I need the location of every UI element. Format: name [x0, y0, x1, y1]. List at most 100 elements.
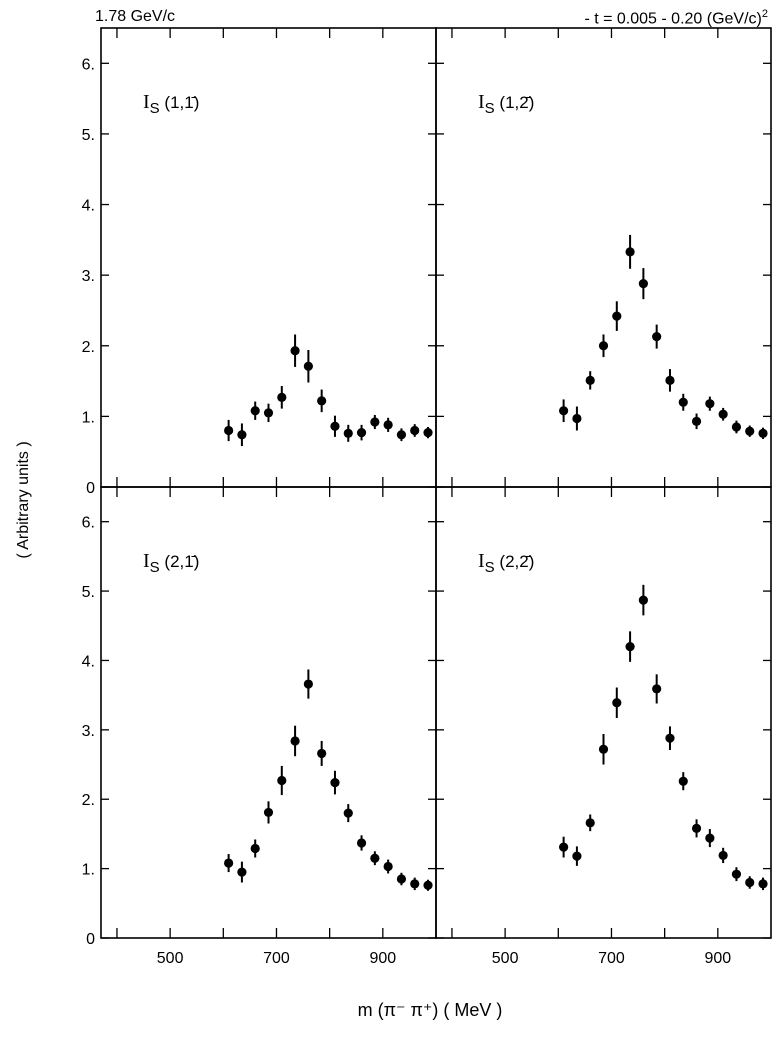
- data-point: [317, 748, 327, 759]
- data-point: [731, 422, 742, 432]
- data-point: [718, 409, 728, 419]
- data-point: [691, 416, 702, 426]
- y-tick-label: 1.: [82, 409, 95, 426]
- data-point: [758, 428, 768, 438]
- panel-label-subscript: S: [485, 100, 495, 117]
- x-axis-label: m (π⁻ π⁺) ( MeV ): [357, 1000, 503, 1020]
- data-point: [263, 408, 274, 418]
- data-point: [237, 430, 247, 440]
- data-point: [705, 399, 715, 409]
- data-point: [396, 874, 407, 884]
- data-point: [343, 428, 353, 438]
- panel-label-main: I: [143, 91, 150, 113]
- data-point: [559, 406, 569, 416]
- y-tick-label: 2.: [82, 792, 95, 809]
- y-tick-label: 4.: [82, 653, 95, 670]
- data-point: [598, 744, 609, 754]
- data-point: [612, 698, 622, 708]
- data-point: [263, 807, 274, 818]
- y-tick-label: 5.: [82, 127, 95, 144]
- y-tick-label: 0: [86, 931, 95, 948]
- data-point: [317, 396, 327, 406]
- panel-label-index: (2,2̄): [495, 552, 535, 571]
- panel-3: 0 1. 2. 3. 4. 5. 6. 500 700 900 IS (2,1̄): [82, 486, 437, 967]
- data-point: [224, 858, 234, 868]
- panel-4: 500 700 900 IS (2,2̄): [435, 486, 772, 967]
- t-range-label: - t = 0.005 - 0.20 (GeV/c)2: [584, 8, 768, 28]
- data-point: [559, 842, 569, 852]
- data-point: [678, 397, 688, 407]
- data-point: [691, 823, 702, 833]
- data-point: [224, 425, 234, 436]
- data-point: [330, 421, 340, 431]
- data-point: [250, 843, 260, 854]
- t-range-exponent: 2: [761, 8, 768, 20]
- data-point: [598, 341, 609, 351]
- beam-momentum-label: 1.78 GeV/c: [95, 8, 176, 25]
- panel-frame: [435, 486, 772, 939]
- data-point: [718, 850, 728, 861]
- y-tick-label: 1.: [82, 862, 95, 879]
- panel-label-index: (1,2̄): [495, 93, 535, 112]
- data-point: [277, 392, 287, 402]
- panel-label-subscript: S: [150, 559, 160, 576]
- y-tick-label: 2.: [82, 339, 95, 356]
- y-tick-label: 6.: [82, 56, 95, 73]
- data-point: [625, 641, 635, 652]
- data-point: [758, 879, 768, 889]
- data-point: [356, 428, 367, 438]
- y-tick-label: 3.: [82, 723, 95, 740]
- panel-label: IS (2,1̄): [143, 550, 199, 576]
- panel-label-subscript: S: [485, 559, 495, 576]
- t-range-text: - t = 0.005 - 0.20 (GeV/c): [584, 10, 762, 28]
- data-point: [652, 684, 662, 694]
- panel-label-main: I: [143, 550, 150, 572]
- data-point: [625, 247, 635, 257]
- panel-label-subscript: S: [150, 100, 160, 117]
- x-tick-label: 900: [704, 950, 731, 967]
- y-tick-label: 4.: [82, 198, 95, 215]
- data-point: [585, 375, 595, 385]
- y-tick-label: 6.: [82, 515, 95, 532]
- panel-label-main: I: [478, 550, 485, 572]
- data-point: [383, 420, 393, 430]
- data-point: [423, 880, 433, 890]
- panel-label-index: (2,1̄): [160, 552, 200, 571]
- data-point: [612, 311, 622, 321]
- panel-label: IS (1,1̄): [143, 91, 199, 117]
- data-point: [290, 346, 300, 356]
- data-point: [290, 736, 300, 746]
- data-point: [383, 861, 393, 872]
- data-point: [237, 867, 247, 877]
- data-point: [678, 776, 688, 786]
- data-point: [745, 426, 755, 436]
- y-tick-label: 0: [86, 480, 95, 497]
- data-point: [250, 406, 260, 416]
- data-point: [277, 775, 287, 786]
- x-tick-label: 700: [598, 950, 625, 967]
- data-point: [585, 818, 595, 828]
- data-point: [410, 425, 420, 436]
- data-point: [572, 851, 582, 861]
- panel-2: IS (1,2̄): [435, 27, 772, 488]
- x-tick-label: 700: [263, 950, 290, 967]
- data-point: [638, 279, 648, 289]
- y-tick-label: 5.: [82, 584, 95, 601]
- panel-label-index: (1,1̄): [160, 93, 200, 112]
- data-point: [745, 877, 755, 888]
- data-point: [572, 413, 582, 424]
- data-point: [423, 428, 433, 438]
- data-point: [303, 361, 313, 371]
- x-tick-label: 900: [369, 950, 396, 967]
- data-point: [652, 331, 662, 342]
- y-tick-label: 3.: [82, 268, 95, 285]
- data-point: [330, 777, 340, 788]
- data-point: [370, 417, 380, 427]
- data-point: [665, 375, 675, 385]
- data-point: [370, 853, 380, 863]
- panel-1: 0 1. 2. 3. 4. 5. 6. IS (1,1̄): [82, 27, 437, 497]
- data-point: [731, 869, 742, 879]
- x-tick-label: 500: [157, 950, 184, 967]
- data-point: [303, 679, 313, 689]
- data-point: [638, 595, 648, 605]
